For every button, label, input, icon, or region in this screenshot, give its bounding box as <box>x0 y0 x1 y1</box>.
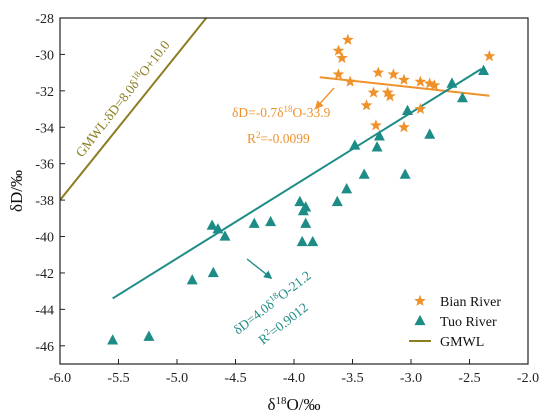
y-tick-label: -28 <box>35 12 54 27</box>
y-tick-label: -42 <box>35 267 54 282</box>
tuo-river-point <box>300 201 312 212</box>
tuo-river-point <box>307 235 319 247</box>
x-tick-label: -6.0 <box>49 371 71 386</box>
x-tick-label: -4.0 <box>283 371 305 386</box>
y-tick-label: -30 <box>35 48 54 63</box>
x-tick-label: -2.0 <box>517 371 539 386</box>
bian-river-point <box>414 102 427 115</box>
tuo-river-point <box>212 223 224 234</box>
y-tick-label: -36 <box>35 158 54 173</box>
bian-river-point <box>483 50 496 62</box>
x-axis-title: δ18O/‰ <box>267 395 320 414</box>
legend-marker-tuo-river <box>414 314 426 326</box>
x-tick-label: -3.0 <box>400 371 422 386</box>
x-tick-label: -2.5 <box>458 371 480 386</box>
tuo-river-point <box>207 266 219 278</box>
legend: Bian River Tuo River GMWL <box>409 294 501 350</box>
tuo-river-point <box>373 130 385 141</box>
tuo-river-point <box>478 64 490 75</box>
bian-river-point <box>372 66 385 78</box>
fit-line-tuo-river-fit <box>112 68 482 300</box>
tuo-arrow <box>246 258 273 280</box>
bian-river-point <box>360 99 373 111</box>
x-tick-label: -5.5 <box>107 371 129 386</box>
bian-river-point <box>370 119 382 131</box>
y-axis-title: δD/‰ <box>7 170 26 212</box>
tuo-river-point <box>349 139 361 150</box>
bian-r2-label: R2=-0.0099 <box>247 130 310 146</box>
bian-river-point <box>332 68 345 80</box>
bian-river-point <box>387 68 400 80</box>
bian-river-point <box>367 86 380 98</box>
y-tick-label: -44 <box>35 303 54 318</box>
bian-river-point <box>398 73 410 85</box>
y-tick-label: -32 <box>35 85 54 100</box>
x-tick-label: -5.0 <box>166 371 188 386</box>
y-tick-label: -34 <box>35 121 54 136</box>
bian-equation-label: δD=-0.7δ18O-33.9 <box>232 104 331 120</box>
tuo-river-point <box>248 217 260 228</box>
legend-label-tuo-river: Tuo River <box>440 315 497 330</box>
tuo-river-point <box>294 195 306 207</box>
tuo-river-point <box>300 217 312 228</box>
tuo-river-point <box>331 195 343 207</box>
legend-label-bian-river: Bian River <box>440 295 501 310</box>
bian-river-point <box>384 90 396 102</box>
tuo-river-point <box>401 104 413 116</box>
tuo-river-point <box>424 128 436 139</box>
tuo-river-point <box>341 183 353 194</box>
bian-river-point <box>332 44 345 56</box>
bian-river-point <box>423 77 436 89</box>
bian-river-point <box>344 75 357 87</box>
tuo-river-point <box>186 274 198 285</box>
tuo-river-point <box>399 168 411 179</box>
y-tick-label: -38 <box>35 194 54 209</box>
bian-river-point <box>398 121 410 133</box>
tuo-river-point <box>206 219 218 230</box>
fit-line-gmwl <box>60 18 208 201</box>
tuo-river-point <box>265 215 277 227</box>
legend-marker-bian-river <box>414 294 426 307</box>
x-tick-label: -4.5 <box>224 371 246 386</box>
bian-river-point <box>336 51 348 64</box>
bian-river-point <box>428 79 441 91</box>
bian-river-point <box>414 75 427 87</box>
tuo-river-point <box>107 334 119 345</box>
tuo-river-point <box>358 168 370 179</box>
tuo-river-point <box>296 235 308 247</box>
x-tick-label: -3.5 <box>341 371 363 386</box>
bian-arrow <box>314 87 335 110</box>
gmwl-equation-label: GMWL:δD=8.0δ18O+10.0 <box>72 37 173 160</box>
legend-label-gmwl: GMWL <box>440 335 484 350</box>
bian-river-point <box>341 33 354 45</box>
tuo-river-point <box>219 230 231 241</box>
tuo-river-point <box>371 141 383 152</box>
tuo-river-point <box>456 91 468 103</box>
tuo-river-point <box>446 77 458 88</box>
tuo-river-point <box>143 330 155 341</box>
y-tick-label: -40 <box>35 231 54 246</box>
bian-river-point <box>381 86 394 98</box>
y-tick-label: -46 <box>35 340 54 355</box>
